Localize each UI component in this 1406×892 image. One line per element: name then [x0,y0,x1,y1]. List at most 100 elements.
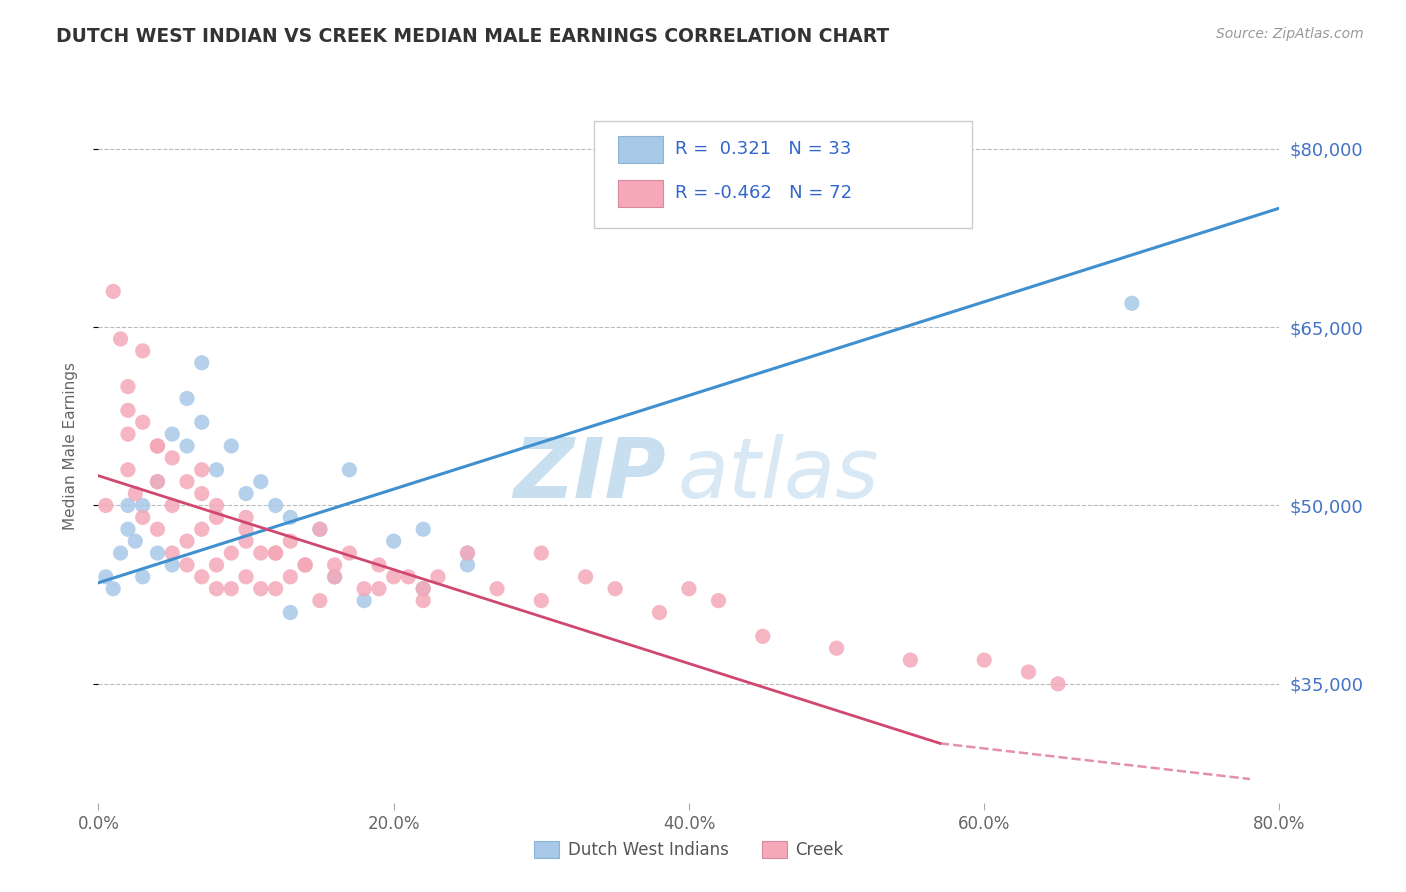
Point [1121,296,1143,310]
Point [339,546,361,560]
Point [132,415,155,429]
Point [94,570,117,584]
Point [678,582,700,596]
Point [117,522,139,536]
Point [457,558,479,572]
Point [280,606,302,620]
Point [457,546,479,560]
Point [191,570,214,584]
Point [323,558,346,572]
Point [103,582,125,596]
Point [398,570,420,584]
Point [205,499,228,513]
Point [280,570,302,584]
Point [368,582,391,596]
Point [264,546,287,560]
Point [205,582,228,596]
Point [132,570,155,584]
Point [162,546,183,560]
Point [235,510,257,524]
Point [825,641,848,656]
Text: Source: ZipAtlas.com: Source: ZipAtlas.com [1216,27,1364,41]
Point [309,593,332,607]
Point [412,582,434,596]
Point [309,522,332,536]
Bar [619,136,664,162]
Point [103,285,125,299]
Point [280,534,302,549]
Point [294,558,316,572]
Point [117,403,139,417]
Text: ZIP: ZIP [513,434,665,515]
Point [353,582,375,596]
Point [280,510,302,524]
Point [382,570,405,584]
Bar [619,180,664,207]
Text: R =  0.321   N = 33: R = 0.321 N = 33 [675,140,851,158]
Point [457,546,479,560]
Point [176,439,198,453]
Point [235,522,257,536]
Point [235,570,257,584]
Point [221,439,243,453]
Point [146,439,169,453]
Point [752,629,775,643]
Point [1018,665,1040,679]
Point [294,558,316,572]
Point [530,593,553,607]
Point [221,546,243,560]
Point [176,558,198,572]
Point [124,534,146,549]
Legend: Dutch West Indians, Creek: Dutch West Indians, Creek [527,834,851,866]
Point [412,582,434,596]
Point [117,463,139,477]
Point [309,522,332,536]
Point [162,499,183,513]
Point [132,499,155,513]
Point [176,534,198,549]
Point [162,450,183,465]
Point [146,475,169,489]
Point [176,475,198,489]
Point [339,463,361,477]
Point [205,463,228,477]
Point [110,546,132,560]
Point [973,653,995,667]
Point [205,558,228,572]
Point [264,546,287,560]
Point [221,582,243,596]
Point [146,546,169,560]
FancyBboxPatch shape [595,121,973,228]
Point [323,570,346,584]
Point [412,522,434,536]
Point [117,427,139,442]
Point [132,343,155,358]
Point [191,486,214,500]
Text: DUTCH WEST INDIAN VS CREEK MEDIAN MALE EARNINGS CORRELATION CHART: DUTCH WEST INDIAN VS CREEK MEDIAN MALE E… [56,27,890,45]
Point [1046,677,1070,691]
Point [162,558,183,572]
Point [117,499,139,513]
Point [707,593,730,607]
Point [191,415,214,429]
Point [191,356,214,370]
Point [605,582,627,596]
Point [353,593,375,607]
Point [250,475,273,489]
Point [146,475,169,489]
Point [264,582,287,596]
Point [427,570,450,584]
Point [191,463,214,477]
Point [323,570,346,584]
Point [205,510,228,524]
Point [368,558,391,572]
Point [264,499,287,513]
Point [94,499,117,513]
Point [382,534,405,549]
Point [117,379,139,393]
Point [132,510,155,524]
Point [124,486,146,500]
Y-axis label: Median Male Earnings: Median Male Earnings [63,362,77,530]
Point [412,593,434,607]
Point [146,439,169,453]
